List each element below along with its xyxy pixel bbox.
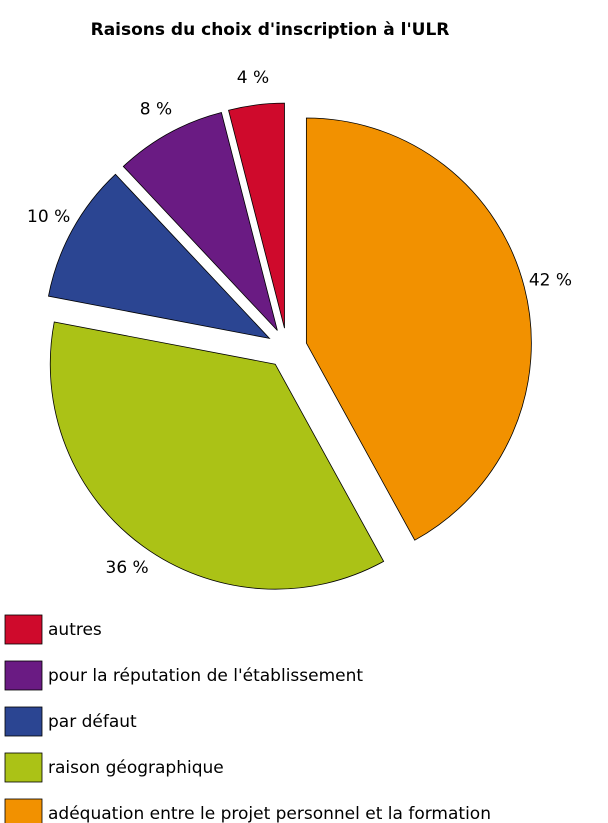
pie-slice xyxy=(49,321,385,590)
data-label: 10 % xyxy=(27,207,70,227)
legend-swatch xyxy=(4,706,43,737)
legend-swatch xyxy=(4,660,43,691)
chart-title: Raisons du choix d'inscription à l'ULR xyxy=(91,20,450,40)
data-label: 8 % xyxy=(140,100,172,120)
legend-label: raison géographique xyxy=(48,758,224,778)
legend-swatch xyxy=(4,798,43,823)
legend-label: pour la réputation de l'établissement xyxy=(48,666,363,686)
data-label: 4 % xyxy=(237,68,269,88)
pie-slice xyxy=(228,102,285,329)
legend-label: par défaut xyxy=(48,712,137,732)
pie-slice xyxy=(122,112,278,331)
legend-label: autres xyxy=(48,620,102,640)
data-label: 36 % xyxy=(106,558,149,578)
legend-swatch xyxy=(4,752,43,783)
legend-swatch xyxy=(4,614,43,645)
legend-label: adéquation entre le projet personnel et … xyxy=(48,804,491,823)
data-label: 42 % xyxy=(529,270,572,290)
pie-slice xyxy=(47,173,271,339)
pie-slice xyxy=(305,117,532,541)
